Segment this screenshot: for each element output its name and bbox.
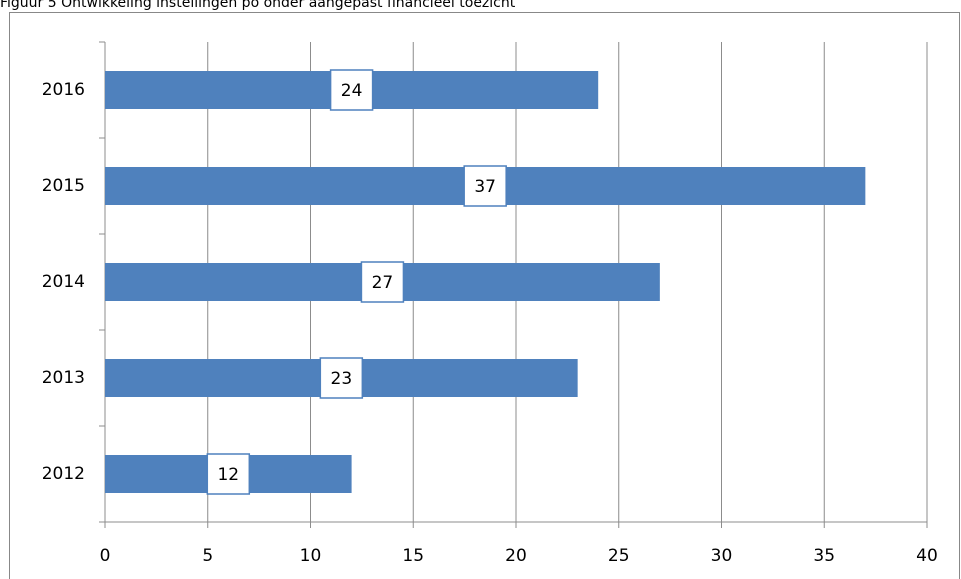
x-tick-label: 25 [608, 546, 630, 566]
data-label-box [206, 453, 251, 495]
data-label-box [329, 69, 374, 111]
data-label: 37 [474, 177, 496, 197]
data-label: 23 [331, 369, 353, 389]
data-label-box [319, 357, 364, 399]
data-label-box [463, 165, 507, 207]
x-tick-label: 5 [202, 546, 213, 566]
y-tick-label: 2015 [42, 176, 85, 196]
x-tick-label: 20 [505, 546, 527, 566]
y-tick-label: 2016 [42, 80, 85, 100]
x-tick-label: 40 [916, 546, 938, 566]
data-label: 27 [372, 273, 394, 293]
data-label-box [360, 261, 405, 303]
y-tick-label: 2013 [42, 368, 85, 388]
x-tick-label: 30 [711, 546, 733, 566]
x-tick-label: 35 [813, 546, 835, 566]
x-tick-label: 0 [100, 546, 111, 566]
x-tick-label: 10 [300, 546, 322, 566]
y-tick-label: 2012 [42, 464, 85, 484]
data-label: 24 [341, 81, 363, 101]
chart-title: Figuur 5 Ontwikkeling instellingen po on… [0, 0, 516, 11]
y-tick-label: 2014 [42, 272, 85, 292]
x-tick-label: 15 [402, 546, 424, 566]
data-label: 12 [217, 465, 239, 485]
